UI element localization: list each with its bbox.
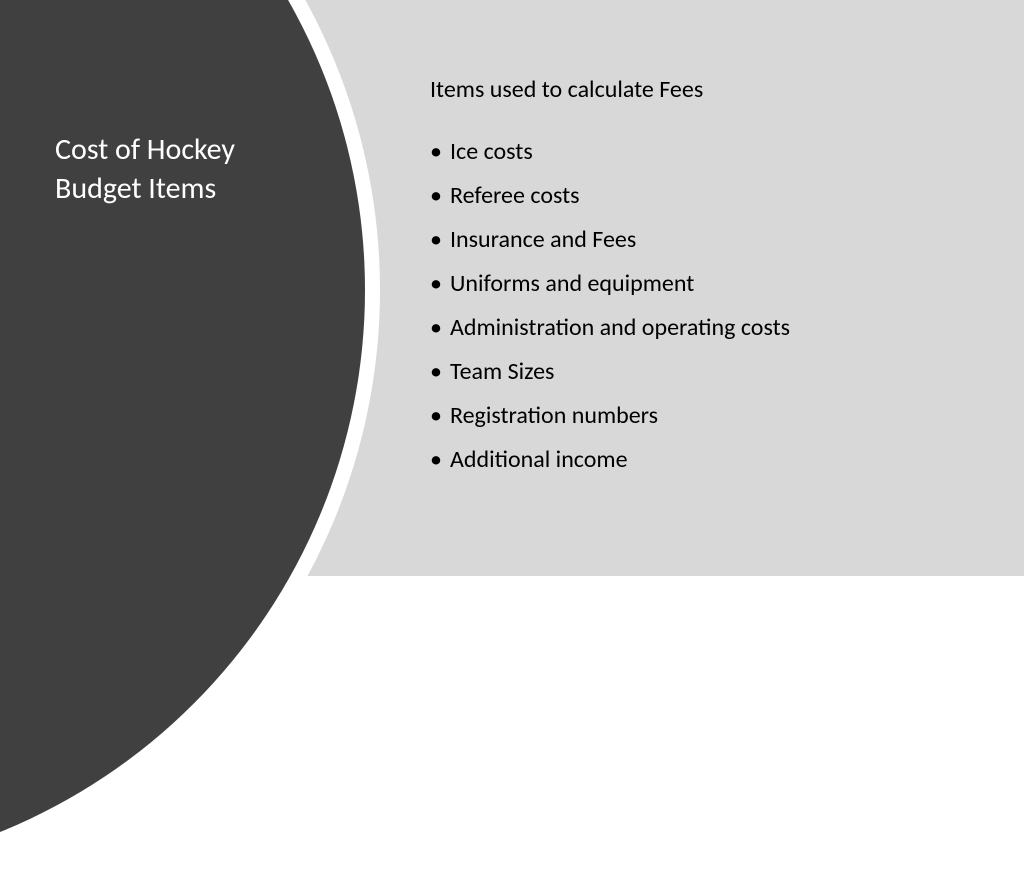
- bullet-item: Administration and operating costs: [430, 310, 970, 346]
- title-line-1: Cost of Hockey: [55, 130, 315, 169]
- bullet-item: Additional income: [430, 442, 970, 478]
- bullet-item: Team Sizes: [430, 354, 970, 390]
- bullet-item: Uniforms and equipment: [430, 266, 970, 302]
- bullet-item: Ice costs: [430, 134, 970, 170]
- title-line-2: Budget Items: [55, 169, 315, 208]
- bullet-item: Insurance and Fees: [430, 222, 970, 258]
- content-area: Items used to calculate Fees Ice costs R…: [430, 75, 970, 486]
- slide-background: Cost of Hockey Budget Items Items used t…: [0, 0, 1024, 576]
- slide-title: Cost of Hockey Budget Items: [55, 130, 315, 208]
- bullet-item: Referee costs: [430, 178, 970, 214]
- content-heading: Items used to calculate Fees: [430, 75, 970, 104]
- bullet-list: Ice costs Referee costs Insurance and Fe…: [430, 134, 970, 478]
- bullet-item: Registration numbers: [430, 398, 970, 434]
